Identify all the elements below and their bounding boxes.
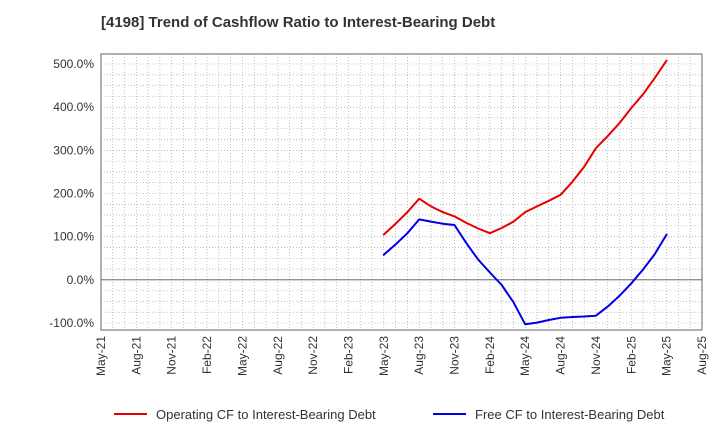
x-tick-label: Feb-22 (200, 336, 214, 374)
y-axis-ticks: 500.0% 400.0% 300.0% 200.0% 100.0% 0.0% -100.0… (49, 57, 94, 330)
x-tick-label: May-24 (518, 336, 532, 376)
y-tick-label: 400.0% (53, 100, 94, 114)
series-line-operating-cf (382, 59, 668, 236)
y-tick-label: 100.0% (53, 230, 94, 244)
x-tick-label: Nov-24 (589, 336, 603, 375)
y-tick-label: 300.0% (53, 143, 94, 157)
x-tick-label: May-22 (235, 336, 249, 376)
y-tick-label: 500.0% (53, 57, 94, 71)
series-line-free-cf (382, 218, 668, 326)
plot-frame (100, 53, 703, 331)
x-tick-label: May-25 (660, 336, 674, 376)
x-axis-ticks: May-21 Aug-21 Nov-21 Feb-22 May-22 Aug-22 Nov-… (94, 336, 709, 376)
grid-lines (101, 54, 702, 330)
x-tick-label: May-21 (94, 336, 108, 376)
x-tick-label: Nov-23 (448, 336, 462, 375)
chart-title: [4198] Trend of Cashflow Ratio to Intere… (101, 14, 496, 31)
series-lines (382, 59, 668, 326)
x-tick-label: Feb-24 (483, 336, 497, 374)
x-tick-label: Feb-23 (341, 336, 355, 374)
y-tick-label: 0.0% (67, 273, 95, 287)
legend-label: Free CF to Interest-Bearing Debt (475, 407, 665, 422)
x-tick-label: Aug-23 (412, 336, 426, 375)
x-tick-label: Aug-25 (695, 336, 709, 375)
y-tick-label: 200.0% (53, 187, 94, 201)
y-tick-label: -100.0% (49, 316, 94, 330)
x-tick-label: Aug-21 (129, 336, 143, 375)
x-tick-label: Aug-24 (554, 336, 568, 375)
legend-label: Operating CF to Interest-Bearing Debt (156, 407, 376, 422)
legend: Operating CF to Interest-Bearing Debt Fre… (114, 407, 665, 422)
x-tick-label: Feb-25 (624, 336, 638, 374)
x-tick-label: Nov-22 (306, 336, 320, 375)
x-tick-label: May-23 (377, 336, 391, 376)
x-tick-label: Aug-22 (271, 336, 285, 375)
x-tick-label: Nov-21 (165, 336, 179, 375)
